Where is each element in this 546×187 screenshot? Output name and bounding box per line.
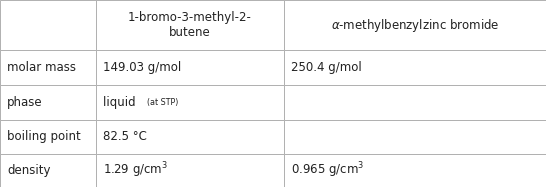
Text: (at STP): (at STP) — [147, 98, 179, 107]
Text: molar mass: molar mass — [7, 61, 76, 74]
Text: 250.4 g/mol: 250.4 g/mol — [291, 61, 362, 74]
Bar — [96, 85, 284, 120]
Bar — [0, 120, 96, 154]
Text: phase: phase — [7, 96, 43, 109]
Text: 82.5 °C: 82.5 °C — [103, 131, 146, 143]
Bar — [284, 0, 546, 50]
Bar — [0, 50, 96, 85]
Bar — [96, 0, 284, 50]
Bar — [0, 154, 96, 187]
Bar — [284, 85, 546, 120]
Bar — [0, 85, 96, 120]
Text: density: density — [7, 164, 51, 177]
Text: 1-bromo-3-methyl-2-
butene: 1-bromo-3-methyl-2- butene — [128, 11, 252, 39]
Text: 149.03 g/mol: 149.03 g/mol — [103, 61, 181, 74]
Bar — [0, 0, 96, 50]
Bar — [96, 154, 284, 187]
Bar — [96, 120, 284, 154]
Bar — [284, 120, 546, 154]
Text: liquid: liquid — [103, 96, 139, 109]
Bar — [284, 50, 546, 85]
Text: 1.29 g/cm$^3$: 1.29 g/cm$^3$ — [103, 161, 168, 180]
Text: $\it{\alpha}$-methylbenzylzinc bromide: $\it{\alpha}$-methylbenzylzinc bromide — [331, 17, 499, 34]
Text: 0.965 g/cm$^3$: 0.965 g/cm$^3$ — [291, 161, 364, 180]
Bar — [96, 50, 284, 85]
Bar — [284, 154, 546, 187]
Text: boiling point: boiling point — [7, 131, 81, 143]
